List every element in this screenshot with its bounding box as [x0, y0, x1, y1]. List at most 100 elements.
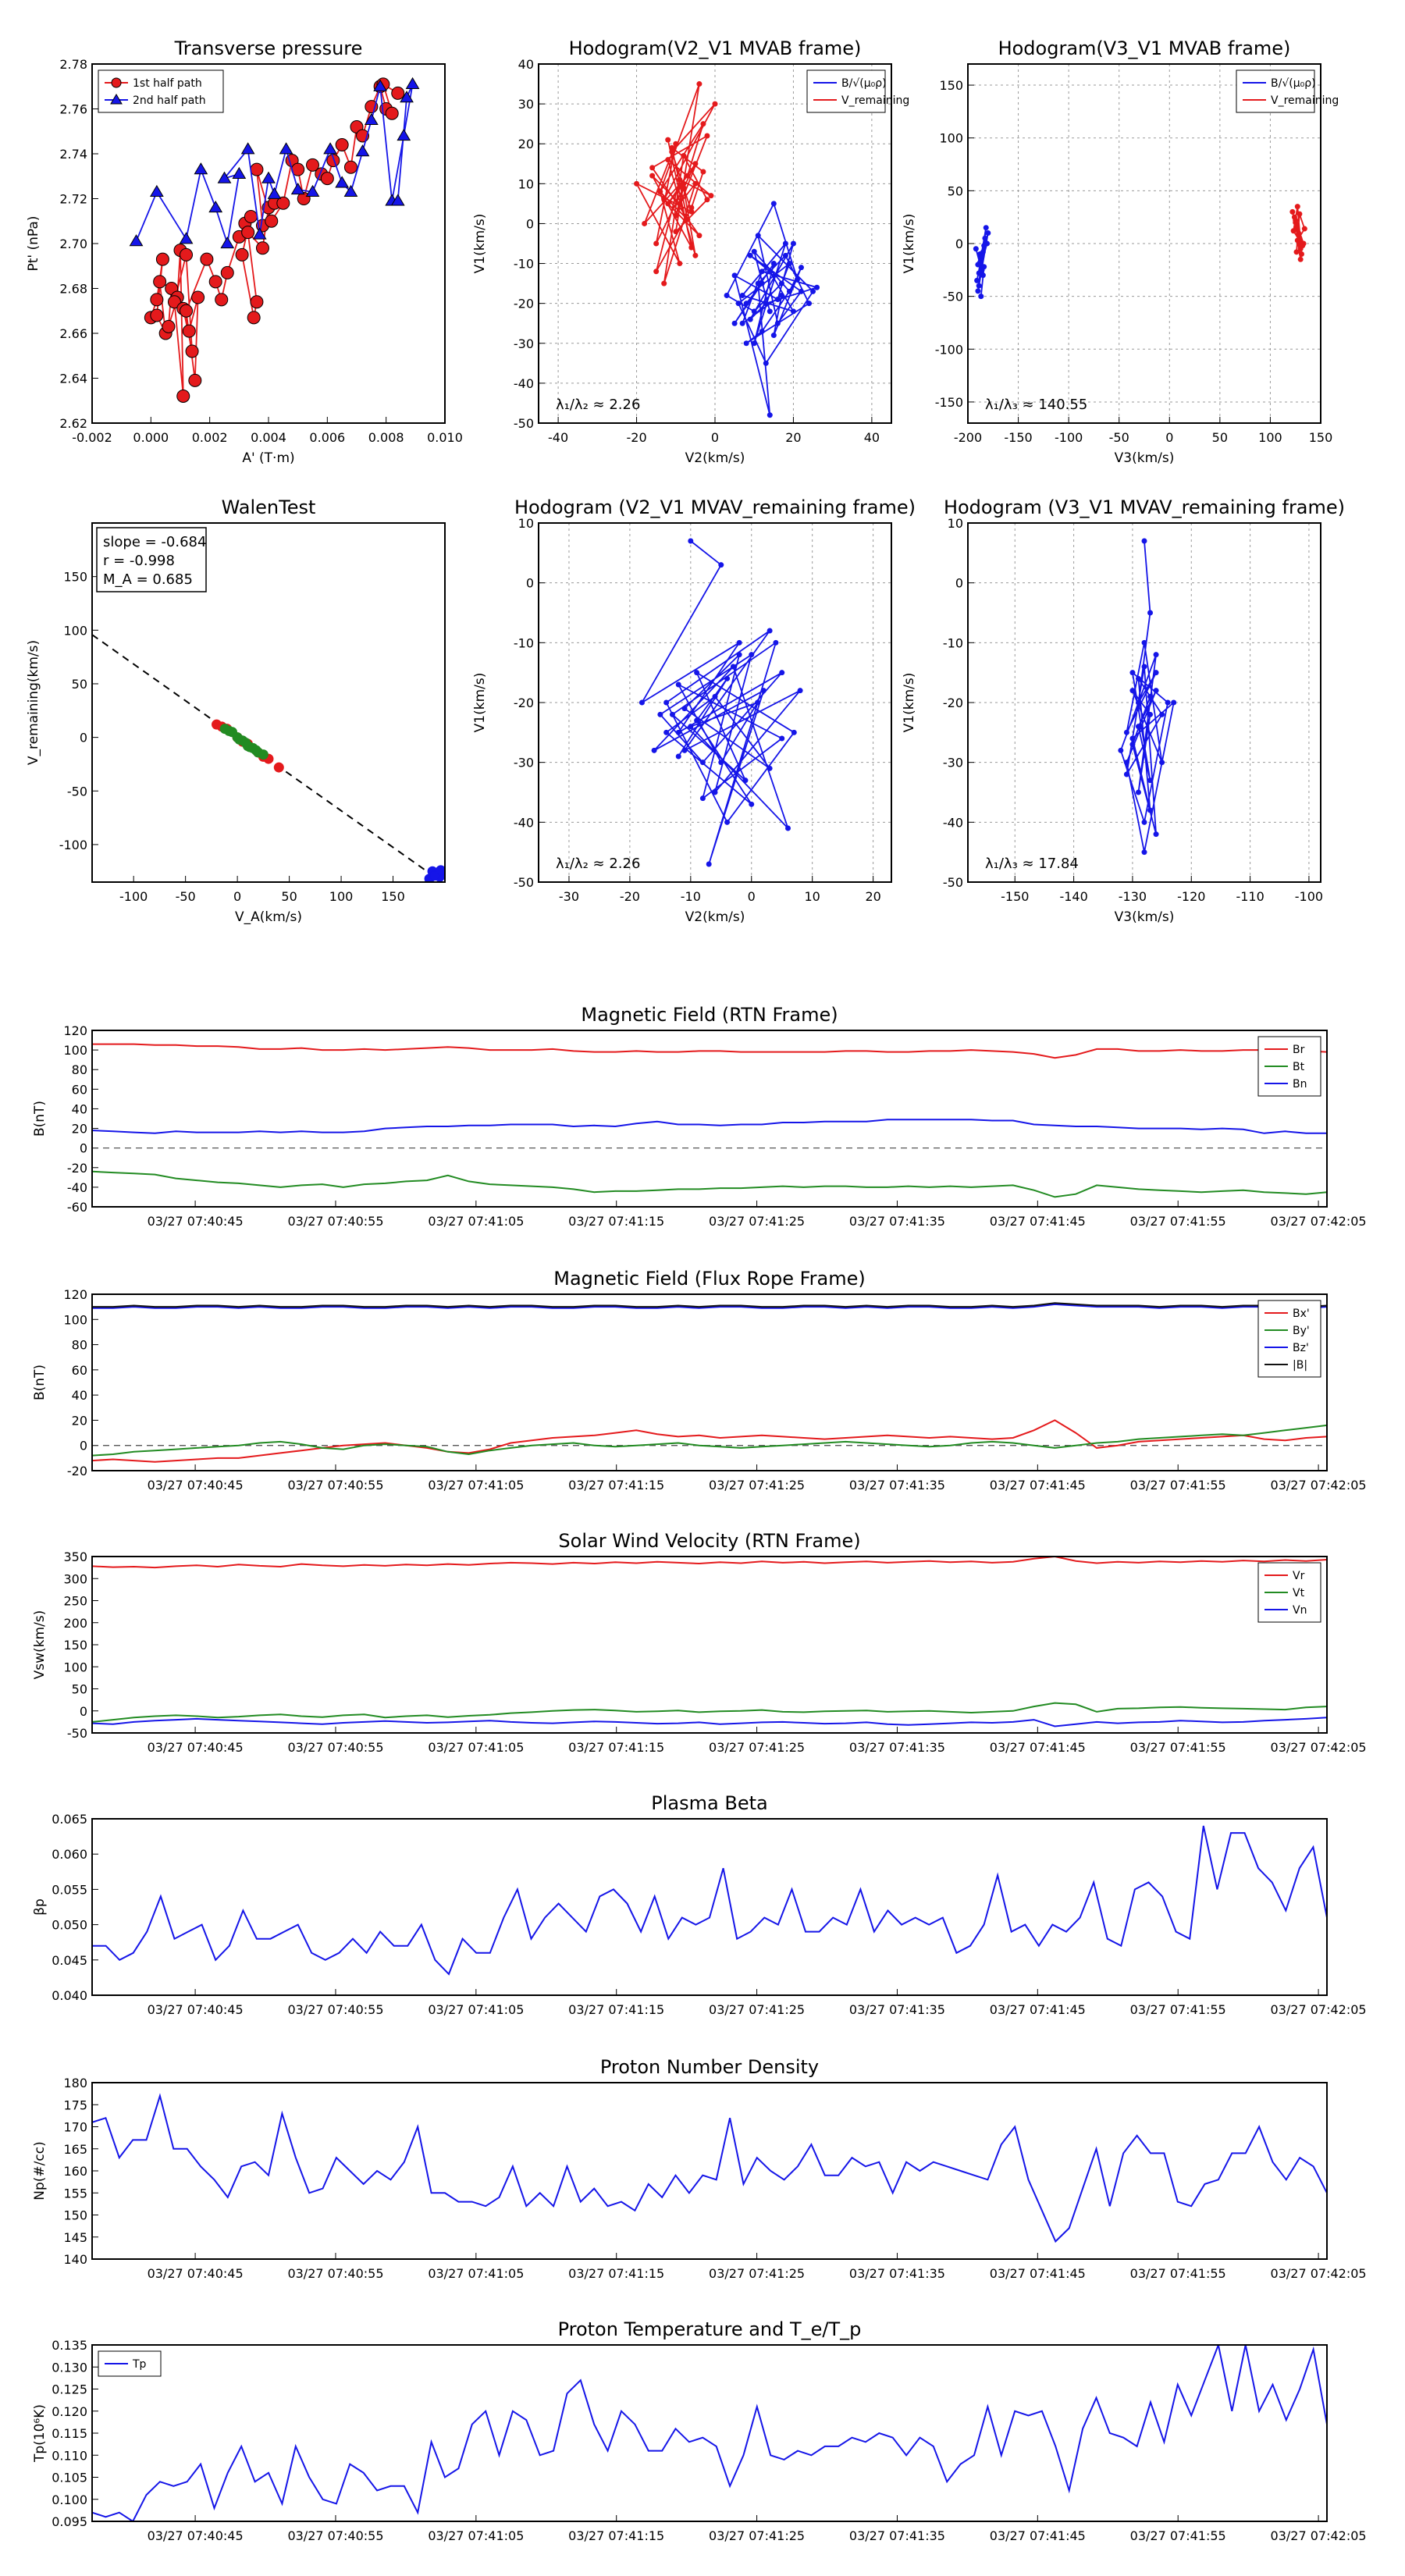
- hodogram-v2v1-mvav-series-hodogram-v2v1-series-point: [773, 639, 779, 646]
- magnetic-field-flux-rope-series-by-: [92, 1424, 1327, 1457]
- transverse-pressure-xlabel: A' (T·m): [242, 450, 294, 466]
- transverse-pressure-legend-label: 1st half path: [133, 77, 202, 90]
- plasma-beta-xtick-label: 03/27 07:41:15: [568, 2002, 664, 2017]
- plasma-beta-xtick-label: 03/27 07:41:45: [990, 2002, 1086, 2017]
- solar-wind-velocity-chart: Solar Wind Velocity (RTN Frame) -50 0 50 100…: [32, 1530, 1367, 1755]
- hodogram-v3v1-mvab-legend: B/√(μ₀ρ) V_remaining: [1236, 69, 1339, 113]
- transverse-pressure-series-2nd-half-path-point: [390, 194, 405, 206]
- transverse-pressure-plot-area: [129, 76, 420, 403]
- hodogram-v3v1-mvab-series-b--point: [973, 246, 979, 252]
- solar-wind-velocity-legend: Vr Vt Vn: [1257, 1562, 1321, 1623]
- solar-wind-velocity-ytick-label: 250: [63, 1594, 87, 1609]
- hodogram-v3v1-mvav-series-hodogram-v3v1-series-point: [1129, 670, 1136, 676]
- hodogram-v3v1-mvab-series-b--point: [984, 240, 991, 247]
- transverse-pressure-legend-label: 2nd half path: [133, 94, 206, 107]
- proton-number-density-xtick-label: 03/27 07:40:45: [148, 2266, 244, 2281]
- hodogram-v2v1-mvab-series-b--point: [759, 328, 765, 334]
- hodogram-v2v1-mvav-series-hodogram-v2v1-series-point: [767, 765, 773, 771]
- hodogram-v3v1-mvab-ylabel: V1(km/s): [902, 214, 917, 274]
- hodogram-v2v1-mvav-series-hodogram-v2v1-series-point: [755, 699, 761, 706]
- hodogram-v3v1-mvab-legend-box: [1236, 69, 1315, 113]
- hodogram-v2v1-mvav-ytick-label: -20: [514, 696, 534, 710]
- walen-test-xtick-label: 150: [381, 889, 405, 904]
- magnetic-field-flux-rope-ytick-label: 40: [72, 1388, 87, 1403]
- hodogram-v2v1-mvab-series-b--point: [763, 301, 769, 307]
- solar-wind-velocity-ytick-label: 50: [72, 1682, 87, 1697]
- hodogram-v3v1-mvab-series-b--point: [985, 229, 991, 236]
- plasma-beta-xtick-label: 03/27 07:42:05: [1271, 2002, 1367, 2017]
- transverse-pressure-series-1st-half-path-point: [215, 293, 229, 307]
- transverse-pressure-series-2nd-half-path-point: [129, 234, 144, 247]
- walen-test-stat-line: slope = -0.684: [103, 534, 206, 550]
- walen-test-series-walen-green-point: [258, 749, 269, 760]
- hodogram-v2v1-mvab-series-v-remaining-point: [677, 201, 683, 207]
- walen-test-series-walen-red-point: [273, 762, 284, 773]
- hodogram-v3v1-mvab-series-v-remaining-point: [1290, 228, 1297, 234]
- hodogram-v2v1-mvav-series-hodogram-v2v1-series-point: [736, 639, 742, 646]
- hodogram-v2v1-mvav-series-hodogram-v2v1-series-point: [638, 699, 645, 706]
- proton-temperature-ytick-label: 0.110: [52, 2448, 87, 2463]
- plasma-beta-ytick-label: 0.060: [52, 1847, 87, 1862]
- transverse-pressure-series-1st-half-path-point: [180, 304, 194, 318]
- proton-temperature-xtick-label: 03/27 07:41:15: [568, 2528, 664, 2543]
- hodogram-v2v1-mvav-ytick-label: 10: [518, 516, 534, 531]
- magnetic-field-flux-rope-ytick-label: 60: [72, 1363, 87, 1378]
- hodogram-v3v1-mvav-series-hodogram-v3v1-series-point: [1141, 639, 1147, 646]
- transverse-pressure-series-2nd-half-path-point: [179, 232, 194, 244]
- transverse-pressure-xtick-label: -0.002: [72, 430, 112, 445]
- walen-test-xtick-label: 50: [281, 889, 297, 904]
- walen-test-title: WalenTest: [222, 496, 316, 518]
- solar-wind-velocity-ytick-label: 0: [80, 1704, 87, 1719]
- hodogram-v3v1-mvav-series-hodogram-v3v1-series-point: [1153, 688, 1159, 694]
- magnetic-field-flux-rope-legend-label: |B|: [1293, 1359, 1307, 1372]
- hodogram-v2v1-mvab-ytick-label: -30: [514, 336, 534, 351]
- hodogram-v2v1-mvab-series-b--point: [778, 280, 784, 286]
- transverse-pressure-xtick-label: 0.008: [368, 430, 404, 445]
- hodogram-v2v1-mvab-series-v-remaining-point: [673, 141, 679, 147]
- magnetic-field-rtn-xtick-label: 03/27 07:41:55: [1130, 1214, 1226, 1229]
- solar-wind-velocity-xtick-label: 03/27 07:41:25: [709, 1740, 805, 1755]
- solar-wind-velocity-title: Solar Wind Velocity (RTN Frame): [558, 1530, 860, 1552]
- hodogram-v2v1-mvav-series-hodogram-v2v1-series-point: [712, 693, 718, 699]
- transverse-pressure-series-1st-half-path-point: [176, 390, 190, 403]
- hodogram-v2v1-mvab-series-b--point: [786, 288, 792, 294]
- hodogram-v3v1-mvav-ytick-label: -20: [943, 696, 963, 710]
- transverse-pressure-series-2nd-half-path-point: [240, 142, 255, 155]
- proton-number-density-xtick-label: 03/27 07:41:15: [568, 2266, 664, 2281]
- hodogram-v3v1-mvab-series-v-remaining-point: [1297, 211, 1303, 217]
- transverse-pressure-series-1st-half-path-point: [150, 293, 164, 307]
- magnetic-field-flux-rope-series-bz-: [92, 1303, 1327, 1309]
- magnetic-field-flux-rope-series-bx--line: [92, 1419, 1327, 1463]
- hodogram-v2v1-mvav-ytick-label: -40: [514, 815, 534, 830]
- transverse-pressure-series-2nd-half-path-point: [405, 76, 420, 89]
- walen-test-series-walen-green-point: [219, 724, 230, 735]
- magnetic-field-rtn-legend-label: Bt: [1293, 1061, 1305, 1073]
- magnetic-field-rtn-ytick-label: 100: [63, 1043, 87, 1058]
- hodogram-v2v1-mvab-series-b--point: [731, 320, 738, 326]
- hodogram-v2v1-mvav-title: Hodogram (V2_V1 MVAV_remaining frame): [514, 496, 916, 518]
- walen-test-series-walen-green: [219, 724, 269, 760]
- hodogram-v2v1-mvav-series-hodogram-v2v1-series: [638, 538, 803, 867]
- transverse-pressure-series-2nd-half-path-point: [149, 184, 164, 197]
- hodogram-v2v1-mvab-title: Hodogram(V2_V1 MVAB frame): [569, 37, 862, 59]
- hodogram-v3v1-mvav-series-hodogram-v3v1-series-point: [1118, 747, 1124, 753]
- magnetic-field-rtn-series-bn-line: [92, 1119, 1327, 1134]
- transverse-pressure-series-1st-half-path-point: [155, 252, 169, 266]
- hodogram-v2v1-mvab-series-v-remaining-point: [708, 193, 714, 199]
- hodogram-v3v1-mvav-series-hodogram-v3v1-series-point: [1147, 610, 1154, 616]
- hodogram-v3v1-mvab-xtick-label: -150: [1004, 430, 1032, 445]
- magnetic-field-rtn-series-bt: [92, 1170, 1327, 1198]
- plasma-beta-title: Plasma Beta: [651, 1792, 767, 1814]
- proton-number-density-chart: Proton Number Density 140 145 150 155 160 165 1…: [32, 2056, 1367, 2281]
- solar-wind-velocity-ytick-label: 100: [63, 1660, 87, 1674]
- solar-wind-velocity-xtick-label: 03/27 07:41:55: [1130, 1740, 1226, 1755]
- hodogram-v2v1-mvab-series-b--point: [778, 292, 784, 298]
- solar-wind-velocity-series-vr: [92, 1557, 1327, 1569]
- transverse-pressure-series-1st-half-path-point: [182, 324, 196, 338]
- hodogram-v2v1-mvav-series-hodogram-v2v1-series-point: [699, 760, 706, 766]
- solar-wind-velocity-ytick-label: -50: [67, 1726, 87, 1741]
- transverse-pressure-series-1st-half-path-point: [306, 158, 319, 172]
- hodogram-v2v1-mvab-series-b--point: [790, 308, 796, 315]
- proton-temperature-ytick-label: 0.130: [52, 2360, 87, 2375]
- hodogram-v2v1-mvab-xtick-label: -20: [626, 430, 646, 445]
